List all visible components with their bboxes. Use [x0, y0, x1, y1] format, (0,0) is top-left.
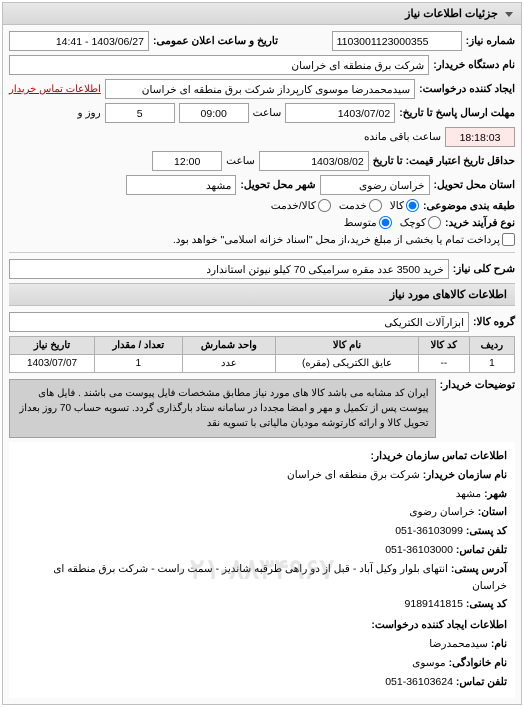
process-small-radio[interactable]: کوچک — [400, 216, 441, 229]
need-title-field: خرید 3500 عدد مقره سرامیکی 70 کیلو نیوتن… — [9, 259, 449, 279]
deadline-time-field: 09:00 — [179, 103, 249, 123]
contact-phone: 36103000-051 — [385, 544, 453, 556]
remaining-time-field: 18:18:03 — [445, 127, 515, 147]
panel-title: جزئیات اطلاعات نیاز — [405, 8, 498, 20]
creator-label: ایجاد کننده درخواست: — [419, 83, 515, 95]
group-field: ابزارآلات الکتریکی — [9, 312, 469, 332]
group-label: گروه کالا: — [473, 316, 515, 328]
contact-city-label: شهر: — [484, 488, 507, 500]
radio-service[interactable] — [369, 199, 382, 212]
remaining-days-label: روز و — [77, 107, 100, 119]
req-no-label: شماره نیاز: — [466, 35, 515, 47]
details-panel: جزئیات اطلاعات نیاز شماره نیاز: 11030011… — [2, 2, 522, 705]
city-field: مشهد — [126, 175, 236, 195]
table-header-row: ردیف کد کالا نام کالا واحد شمارش تعداد /… — [10, 337, 515, 355]
process-note-check[interactable]: پرداخت تمام یا بخشی از مبلغ خرید،از محل … — [173, 233, 515, 246]
buyer-contact-link[interactable]: اطلاعات تماس خریدار — [9, 84, 101, 95]
cell-row: 1 — [469, 355, 514, 373]
topic-goods-label: کالا — [390, 200, 404, 212]
buyer-desc-box: ایران کد مشابه می باشد کالا های مورد نیا… — [9, 379, 436, 438]
cell-code: -- — [418, 355, 469, 373]
col-code: کد کالا — [418, 337, 469, 355]
city-label: شهر محل تحویل: — [240, 179, 315, 191]
contact-city: مشهد — [456, 488, 481, 500]
cell-name: عایق الکتریکی (مقره) — [276, 355, 419, 373]
panel-header: جزئیات اطلاعات نیاز — [3, 3, 521, 25]
remaining-suffix: ساعت باقی مانده — [364, 131, 441, 143]
org-field: شرکت برق منطقه ای خراسان — [9, 55, 429, 75]
col-unit: واحد شمارش — [182, 337, 276, 355]
creator-phone: 36103624-051 — [385, 676, 453, 688]
topic-service-radio[interactable]: خدمت — [339, 199, 382, 212]
contact-section: ۰۲۱-۸۸۳۴۹۶۷۰ اطلاعات تماس سازمان خریدار:… — [9, 442, 515, 698]
contact-org-label: نام سازمان خریدار: — [423, 469, 507, 481]
topic-service-label: خدمت — [339, 200, 367, 212]
contact-postal: 36103099-051 — [395, 525, 463, 537]
cell-date: 1403/07/07 — [10, 355, 95, 373]
col-date: تاریخ نیاز — [10, 337, 95, 355]
process-note-label: پرداخت تمام یا بخشی از مبلغ خرید،از محل … — [173, 234, 500, 246]
process-radio-group: کوچک متوسط — [344, 216, 441, 229]
radio-goods[interactable] — [406, 199, 419, 212]
checkbox-treasury[interactable] — [502, 233, 515, 246]
items-section-title: اطلاعات کالاهای مورد نیاز — [9, 283, 515, 306]
topic-goods-service-label: کالا/خدمت — [271, 200, 316, 212]
remaining-days-field: 5 — [105, 103, 175, 123]
contact-address: انتهای بلوار وکیل آباد - قبل از دو راهی … — [53, 563, 507, 592]
process-small-label: کوچک — [400, 217, 426, 229]
creator-name-label: نام: — [491, 638, 507, 650]
contact-address-label: آدرس پستی: — [451, 563, 507, 575]
creator-family-label: نام خانوادگی: — [449, 657, 507, 669]
creator-phone-label: تلفن تماس: — [456, 676, 507, 688]
topic-radio-group: کالا خدمت کالا/خدمت — [271, 199, 419, 212]
announce-label: تاریخ و ساعت اعلان عمومی: — [153, 35, 278, 47]
panel-body: شماره نیاز: 1103001123000355 تاریخ و ساع… — [3, 25, 521, 704]
contact-section-title: اطلاعات تماس سازمان خریدار: — [371, 450, 507, 462]
announce-field: 1403/06/27 - 14:41 — [9, 31, 149, 51]
req-no-field: 1103001123000355 — [332, 31, 462, 51]
process-label: نوع فرآیند خرید: — [445, 217, 515, 229]
creator-name: سیدمحمدرضا — [429, 638, 488, 650]
validity-label: حداقل تاریخ اعتبار قیمت: تا تاریخ — [373, 155, 515, 167]
creator-field: سیدمحمدرضا موسوی کارپرداز شرکت برق منطقه… — [105, 79, 415, 99]
validity-time-field: 12:00 — [152, 151, 222, 171]
process-medium-label: متوسط — [344, 217, 377, 229]
deadline-label: مهلت ارسال پاسخ تا تاریخ: — [399, 107, 515, 119]
cell-qty: 1 — [95, 355, 182, 373]
contact-province: خراسان رضوی — [409, 506, 474, 518]
collapse-icon[interactable] — [505, 12, 513, 17]
deadline-date-field: 1403/07/02 — [285, 103, 395, 123]
contact-org: شرکت برق منطقه ای خراسان — [287, 469, 420, 481]
validity-time-label: ساعت — [226, 155, 255, 167]
validity-date-field: 1403/08/02 — [259, 151, 369, 171]
contact-postal-label: کد پستی: — [466, 525, 507, 537]
col-name: نام کالا — [276, 337, 419, 355]
topic-label: طبقه بندی موضوعی: — [423, 200, 515, 212]
contact-province-label: استان: — [478, 506, 507, 518]
radio-goods-service[interactable] — [318, 199, 331, 212]
topic-goods-radio[interactable]: کالا — [390, 199, 419, 212]
contact-postcode: 9189141815 — [405, 598, 463, 610]
need-title-label: شرح کلی نیاز: — [453, 263, 515, 275]
buyer-desc-label: توضیحات خریدار: — [440, 379, 515, 391]
deadline-time-label: ساعت — [253, 107, 282, 119]
radio-small[interactable] — [428, 216, 441, 229]
process-medium-radio[interactable]: متوسط — [344, 216, 392, 229]
province-label: استان محل تحویل: — [434, 179, 515, 191]
province-field: خراسان رضوی — [320, 175, 430, 195]
creator-section-title: اطلاعات ایجاد کننده درخواست: — [371, 619, 507, 631]
creator-family: موسوی — [412, 657, 446, 669]
col-qty: تعداد / مقدار — [95, 337, 182, 355]
cell-unit: عدد — [182, 355, 276, 373]
radio-medium[interactable] — [379, 216, 392, 229]
col-row: ردیف — [469, 337, 514, 355]
contact-postcode-label: کد پستی: — [466, 598, 507, 610]
topic-goods-service-radio[interactable]: کالا/خدمت — [271, 199, 331, 212]
org-label: نام دستگاه خریدار: — [433, 59, 515, 71]
contact-phone-label: تلفن تماس: — [456, 544, 507, 556]
items-table: ردیف کد کالا نام کالا واحد شمارش تعداد /… — [9, 336, 515, 373]
table-row[interactable]: 1 -- عایق الکتریکی (مقره) عدد 1 1403/07/… — [10, 355, 515, 373]
